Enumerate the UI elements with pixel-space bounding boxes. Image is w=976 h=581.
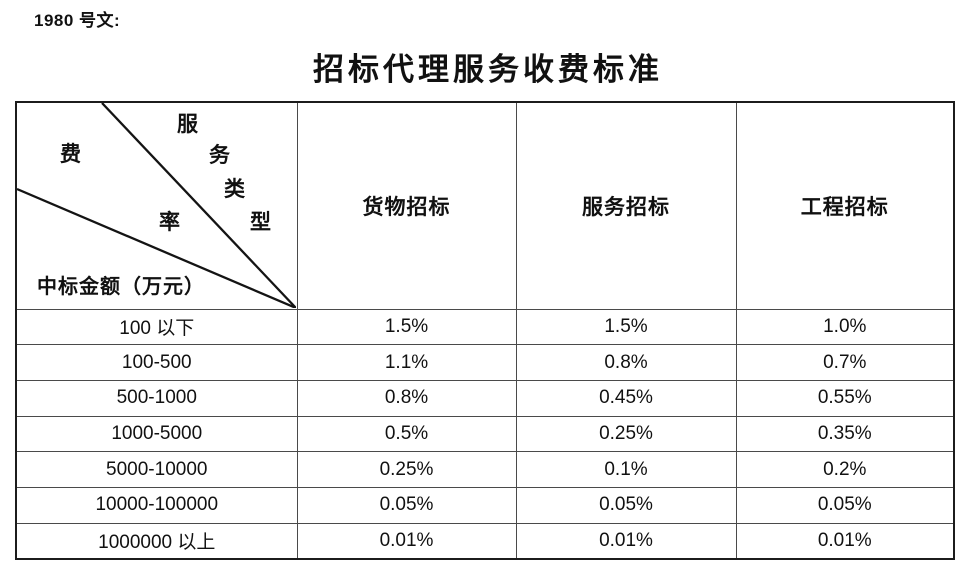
works-rate-cell: 1.0%: [735, 308, 955, 346]
corner-label-fee-rate-char-1: 费: [60, 142, 81, 166]
works-rate-cell: 0.2%: [735, 451, 955, 488]
column-header-goods-bidding: 货物招标: [296, 101, 517, 310]
amount-range-cell: 500-1000: [15, 379, 298, 417]
corner-label-bid-amount: 中标金额（万元）: [37, 276, 205, 298]
goods-rate-cell: 1.5%: [296, 308, 517, 346]
doc-number-label: 1980 号文:: [34, 11, 121, 30]
corner-label-service-type-char-3: 类: [224, 177, 245, 201]
works-rate-cell: 0.01%: [735, 522, 955, 560]
column-header-services-bidding: 服务招标: [515, 101, 737, 310]
services-rate-cell: 0.8%: [515, 344, 737, 381]
services-rate-cell: 0.25%: [515, 415, 737, 453]
amount-range-cell: 1000-5000: [15, 415, 298, 453]
table-row: 1000000 以上 0.01% 0.01% 0.01%: [15, 522, 955, 560]
table-row: 100 以下 1.5% 1.5% 1.0%: [15, 308, 955, 346]
services-rate-cell: 0.1%: [515, 451, 737, 488]
works-rate-cell: 0.05%: [735, 486, 955, 524]
services-rate-cell: 1.5%: [515, 308, 737, 346]
amount-range-cell: 5000-10000: [15, 451, 298, 488]
goods-rate-cell: 0.05%: [296, 486, 517, 524]
goods-rate-cell: 0.8%: [296, 379, 517, 417]
corner-label-service-type-char-2: 务: [209, 143, 230, 167]
amount-range-cell: 100-500: [15, 344, 298, 381]
amount-range-cell: 100 以下: [15, 308, 298, 346]
corner-label-service-type-char-1: 服: [177, 112, 198, 136]
diagonal-split-lines-icon: [17, 103, 296, 308]
services-rate-cell: 0.01%: [515, 522, 737, 560]
goods-rate-cell: 0.5%: [296, 415, 517, 453]
table-row: 5000-10000 0.25% 0.1% 0.2%: [15, 451, 955, 488]
amount-range-cell: 1000000 以上: [15, 522, 298, 560]
services-rate-cell: 0.05%: [515, 486, 737, 524]
column-header-works-bidding: 工程招标: [735, 101, 955, 310]
corner-label-fee-rate-char-2: 率: [159, 210, 180, 234]
diagonal-corner-content: 服 务 类 型 费 率 中标金额（万元）: [17, 103, 296, 308]
corner-label-service-type-char-4: 型: [250, 210, 271, 234]
goods-rate-cell: 1.1%: [296, 344, 517, 381]
table-row: 100-500 1.1% 0.8% 0.7%: [15, 344, 955, 381]
goods-rate-cell: 0.01%: [296, 522, 517, 560]
table-header-row: 服 务 类 型 费 率 中标金额（万元） 货物招标 服务招标 工程招标: [15, 101, 955, 310]
page-title: 招标代理服务收费标准: [313, 52, 663, 87]
amount-range-cell: 10000-100000: [15, 486, 298, 524]
works-rate-cell: 0.7%: [735, 344, 955, 381]
fee-standard-table: 服 务 类 型 费 率 中标金额（万元） 货物招标 服务招标 工程招标 100 …: [15, 101, 955, 560]
table-row: 1000-5000 0.5% 0.25% 0.35%: [15, 415, 955, 453]
services-rate-cell: 0.45%: [515, 379, 737, 417]
works-rate-cell: 0.35%: [735, 415, 955, 453]
diagonal-corner-cell: 服 务 类 型 费 率 中标金额（万元）: [15, 101, 298, 310]
table-row: 500-1000 0.8% 0.45% 0.55%: [15, 379, 955, 417]
goods-rate-cell: 0.25%: [296, 451, 517, 488]
table-row: 10000-100000 0.05% 0.05% 0.05%: [15, 486, 955, 524]
works-rate-cell: 0.55%: [735, 379, 955, 417]
